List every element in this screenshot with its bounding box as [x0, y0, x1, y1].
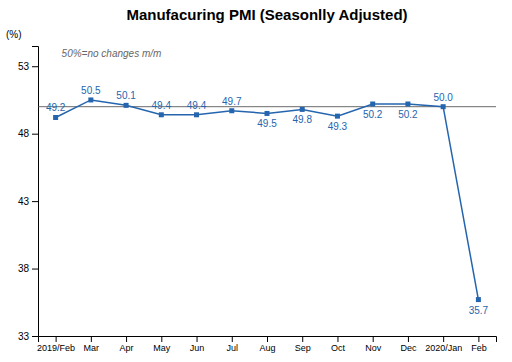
x-tick-mark [337, 336, 338, 342]
y-axis-line [32, 47, 39, 337]
y-tick-label: 38 [18, 263, 30, 274]
marker [159, 112, 164, 117]
x-tick-label: Feb [471, 343, 487, 353]
marker [265, 111, 270, 116]
y-tick-label: 33 [18, 331, 30, 342]
marker [194, 112, 199, 117]
data-label: 49.2 [46, 102, 66, 113]
marker [124, 103, 129, 108]
x-tick-label: Apr [120, 343, 134, 353]
y-tick: 38 [18, 263, 38, 274]
reference-line [38, 106, 496, 107]
x-tick: Jul [227, 336, 239, 353]
marker [53, 115, 58, 120]
y-tick: 43 [18, 196, 38, 207]
x-tick: 2020/Jan [425, 336, 462, 353]
marker [370, 102, 375, 107]
x-tick-label: Nov [365, 343, 382, 353]
data-label: 50.2 [398, 109, 418, 120]
y-tick-label: 48 [18, 128, 30, 139]
marker [476, 297, 481, 302]
x-tick: Dec [400, 336, 417, 353]
line [56, 100, 479, 300]
data-label: 35.7 [469, 305, 489, 316]
marker [88, 97, 93, 102]
x-tick-label: May [153, 343, 171, 353]
data-label: 49.3 [328, 121, 348, 132]
plot-area [38, 97, 496, 302]
data-label: 49.4 [152, 100, 172, 111]
data-label: 50.1 [116, 90, 136, 101]
x-axis: 2019/Feb Mar Apr May Jun Jul Aug Sep Oct Nov Dec 20… [37, 336, 496, 353]
x-tick: Aug [259, 336, 275, 353]
x-tick-label: 2020/Jan [425, 343, 462, 353]
y-tick-label: 53 [18, 61, 30, 72]
x-tick-label: Dec [400, 343, 417, 353]
x-tick-mark [91, 336, 92, 342]
x-tick: May [153, 336, 171, 353]
x-tick: Jun [190, 336, 205, 353]
x-tick-mark [373, 336, 374, 342]
x-tick-mark [56, 336, 57, 342]
title: Manufacuring PMI (Seasonlly Adjusted) [126, 6, 407, 23]
x-axis-line [39, 337, 497, 343]
y-tick-mark [32, 66, 38, 67]
y-axis: 33 38 43 48 53 [18, 47, 39, 342]
marker [300, 107, 305, 112]
reference-label: 50%=no changes m/m [62, 48, 162, 59]
x-tick-mark [126, 336, 127, 342]
x-tick-mark [302, 336, 303, 342]
x-tick: Feb [471, 336, 487, 353]
x-tick: Sep [295, 336, 311, 353]
x-tick-mark [197, 336, 198, 342]
x-tick-label: Mar [84, 343, 100, 353]
marker [335, 114, 340, 119]
marker [441, 104, 446, 109]
y-tick-label: 43 [18, 196, 30, 207]
y-tick-mark [32, 336, 38, 337]
x-tick: Apr [120, 336, 134, 353]
x-tick: Nov [365, 336, 382, 353]
x-tick-mark [443, 336, 444, 342]
x-tick-mark [478, 336, 479, 342]
x-tick-label: Jun [190, 343, 205, 353]
y-tick: 48 [18, 128, 38, 139]
data-label: 49.7 [222, 96, 242, 107]
data-label: 50.2 [363, 109, 383, 120]
data-label: 49.8 [292, 114, 312, 125]
data-label: 49.4 [187, 100, 207, 111]
data-label: 50.5 [81, 85, 101, 96]
chart: 2019/Feb Mar Apr May Jun Jul Aug Sep Oct Nov Dec 20… [0, 0, 512, 362]
marker [229, 108, 234, 113]
marker [405, 102, 410, 107]
x-tick-label: 2019/Feb [37, 343, 75, 353]
y-tick-mark [32, 134, 38, 135]
x-tick-mark [232, 336, 233, 342]
x-tick-mark [408, 336, 409, 342]
x-tick-label: Sep [295, 343, 311, 353]
texts: 49.2 50.5 50.1 49.4 49.4 49.7 49.5 49.8 49.3 50.2… [6, 6, 489, 316]
x-tick-label: Jul [227, 343, 239, 353]
x-tick-mark [161, 336, 162, 342]
data-label: 50.0 [433, 92, 453, 103]
data-label: 49.5 [257, 118, 277, 129]
y-tick-mark [32, 269, 38, 270]
y-tick: 53 [18, 61, 38, 72]
x-tick-mark [267, 336, 268, 342]
x-tick: 2019/Feb [37, 336, 75, 353]
y-tick: 33 [18, 331, 38, 342]
x-tick-label: Aug [259, 343, 275, 353]
x-tick: Oct [331, 336, 346, 353]
x-tick: Mar [84, 336, 100, 353]
x-tick-label: Oct [331, 343, 346, 353]
y-axis-title: (%) [6, 29, 22, 40]
y-tick-mark [32, 201, 38, 202]
